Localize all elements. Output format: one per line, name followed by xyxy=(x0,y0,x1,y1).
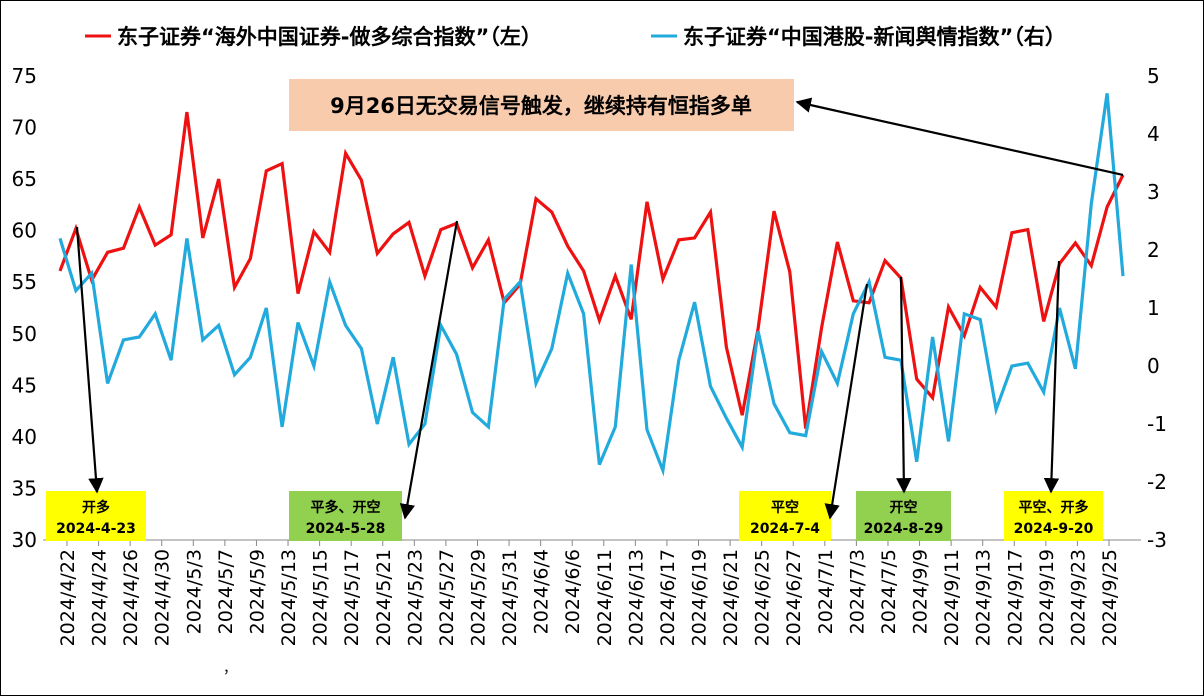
right-tick-label: 3 xyxy=(1147,180,1160,204)
x-tick-label: 2024/6/13 xyxy=(625,549,647,646)
x-tick-label: 2024/5/23 xyxy=(404,549,426,646)
x-tick-label: 2024/6/27 xyxy=(783,549,805,646)
callout-arrow xyxy=(795,97,1124,177)
left-tick-label: 55 xyxy=(12,270,37,294)
left-tick-label: 50 xyxy=(12,322,37,346)
right-tick-label: 4 xyxy=(1147,122,1160,146)
x-tick-label: 2024/6/11 xyxy=(594,549,616,646)
left-tick-label: 75 xyxy=(12,64,37,88)
x-tick-label: 2024/4/22 xyxy=(57,549,79,646)
left-tick-label: 40 xyxy=(12,425,37,449)
x-tick-label: 2024/9/19 xyxy=(1036,549,1058,646)
signal-arrow xyxy=(824,283,869,520)
signal-action-text: 平空 xyxy=(771,499,799,516)
x-tick-label: 2024/4/26 xyxy=(120,549,142,646)
series-line-left xyxy=(58,111,1125,429)
x-tick-label: 2024/7/1 xyxy=(815,549,837,634)
x-tick-label: 2024/6/25 xyxy=(752,549,774,646)
right-tick-label: 0 xyxy=(1147,354,1160,378)
x-tick-label: 2024/5/21 xyxy=(373,549,395,646)
x-tick-label: 2024/7/5 xyxy=(878,549,900,634)
signal-action-text: 开多 xyxy=(82,499,110,516)
signal-box xyxy=(289,491,402,541)
signal-arrow xyxy=(1043,260,1061,494)
x-tick-label: 2024/5/29 xyxy=(467,549,489,646)
x-tick-label: 2024/4/30 xyxy=(152,549,174,646)
x-tick-label: 2024/6/19 xyxy=(689,549,711,646)
left-tick-label: 70 xyxy=(12,116,37,140)
right-tick-label: -1 xyxy=(1147,412,1167,436)
x-tick-label: 2024/5/9 xyxy=(246,549,268,634)
x-tick-label: 2024/7/3 xyxy=(846,549,868,634)
right-tick-label: -2 xyxy=(1147,470,1167,494)
signal-arrow xyxy=(399,220,459,520)
signal-box xyxy=(1004,491,1103,541)
x-tick-label: 2024/9/25 xyxy=(1099,549,1121,646)
right-tick-label: 1 xyxy=(1147,296,1160,320)
x-tick-label: 2024/6/17 xyxy=(657,549,679,646)
legend-label-left: 东子证券“海外中国证券-做多综合指数”（左） xyxy=(117,25,542,49)
right-y-axis: -3 -2 -1 0 1 2 3 4 5 xyxy=(1147,64,1167,552)
x-tick-label: 2024/5/15 xyxy=(310,549,332,646)
x-tick-label: 2024/6/21 xyxy=(720,549,742,646)
x-tick-label: 2024/9/11 xyxy=(941,549,963,646)
left-tick-label: 30 xyxy=(12,528,37,552)
x-tick-label: 2024/9/13 xyxy=(973,549,995,646)
left-tick-label: 45 xyxy=(12,373,37,397)
signal-box xyxy=(46,491,146,541)
left-tick-label: 35 xyxy=(12,476,37,500)
x-tick-label: 2024/5/3 xyxy=(183,549,205,634)
left-y-axis: 30 35 40 45 50 55 60 65 70 75 xyxy=(12,64,37,552)
signal-date-text: 2024-8-29 xyxy=(864,521,944,537)
x-axis: 2024/4/22 2024/4/24 2024/4/26 2024/4/30 2024… xyxy=(43,539,1141,677)
x-tick-label: 2024/5/31 xyxy=(499,549,521,646)
x-tick-label: 2024/5/17 xyxy=(341,549,363,646)
left-tick-label: 65 xyxy=(12,167,37,191)
x-tick-label: 2024/4/24 xyxy=(89,549,111,646)
signal-arrow xyxy=(75,226,104,494)
x-tick-label: 2024/6/4 xyxy=(531,549,553,634)
signal-date-text: 2024-9-20 xyxy=(1014,521,1094,537)
signal-box xyxy=(856,491,951,541)
x-tick-label: 2024/9/17 xyxy=(1004,549,1026,646)
signal-date-text: 2024-4-23 xyxy=(56,521,136,537)
x-tick-label: 2024/6/6 xyxy=(562,549,584,634)
callout-box xyxy=(289,79,794,131)
signal-arrow xyxy=(896,276,912,494)
legend-label-right: 东子证券“中国港股-新闻舆情指数”（右） xyxy=(683,25,1066,49)
signal-box xyxy=(739,491,831,541)
signal-date-text: 2024-7-4 xyxy=(750,521,820,537)
left-tick-label: 60 xyxy=(12,219,37,243)
x-tick-label: 2024/5/27 xyxy=(436,549,458,646)
right-tick-label: 2 xyxy=(1147,238,1160,262)
signal-action-text: 平多、开空 xyxy=(311,499,381,516)
signal-action-text: 开空 xyxy=(890,499,918,516)
signal-action-text: 平空、开多 xyxy=(1019,499,1089,516)
signal-date-text: 2024-5-28 xyxy=(306,521,386,537)
series-line-right xyxy=(58,93,1125,477)
x-tick-label: 2024/5/7 xyxy=(215,549,237,634)
right-tick-label: -3 xyxy=(1147,528,1167,552)
stray-mark: ， xyxy=(223,661,237,677)
x-tick-label: 2024/5/13 xyxy=(278,549,300,646)
x-tick-label: 2024/9/9 xyxy=(910,549,932,634)
series-layer xyxy=(58,93,1125,477)
callout-text: 9月26日无交易信号触发，继续持有恒指多单 xyxy=(330,94,752,118)
x-tick-label: 2024/9/23 xyxy=(1067,549,1089,646)
legend: 东子证券“海外中国证券-做多综合指数”（左） 东子证券“中国港股-新闻舆情指数”（… xyxy=(85,25,1066,49)
right-tick-label: 5 xyxy=(1147,64,1160,88)
